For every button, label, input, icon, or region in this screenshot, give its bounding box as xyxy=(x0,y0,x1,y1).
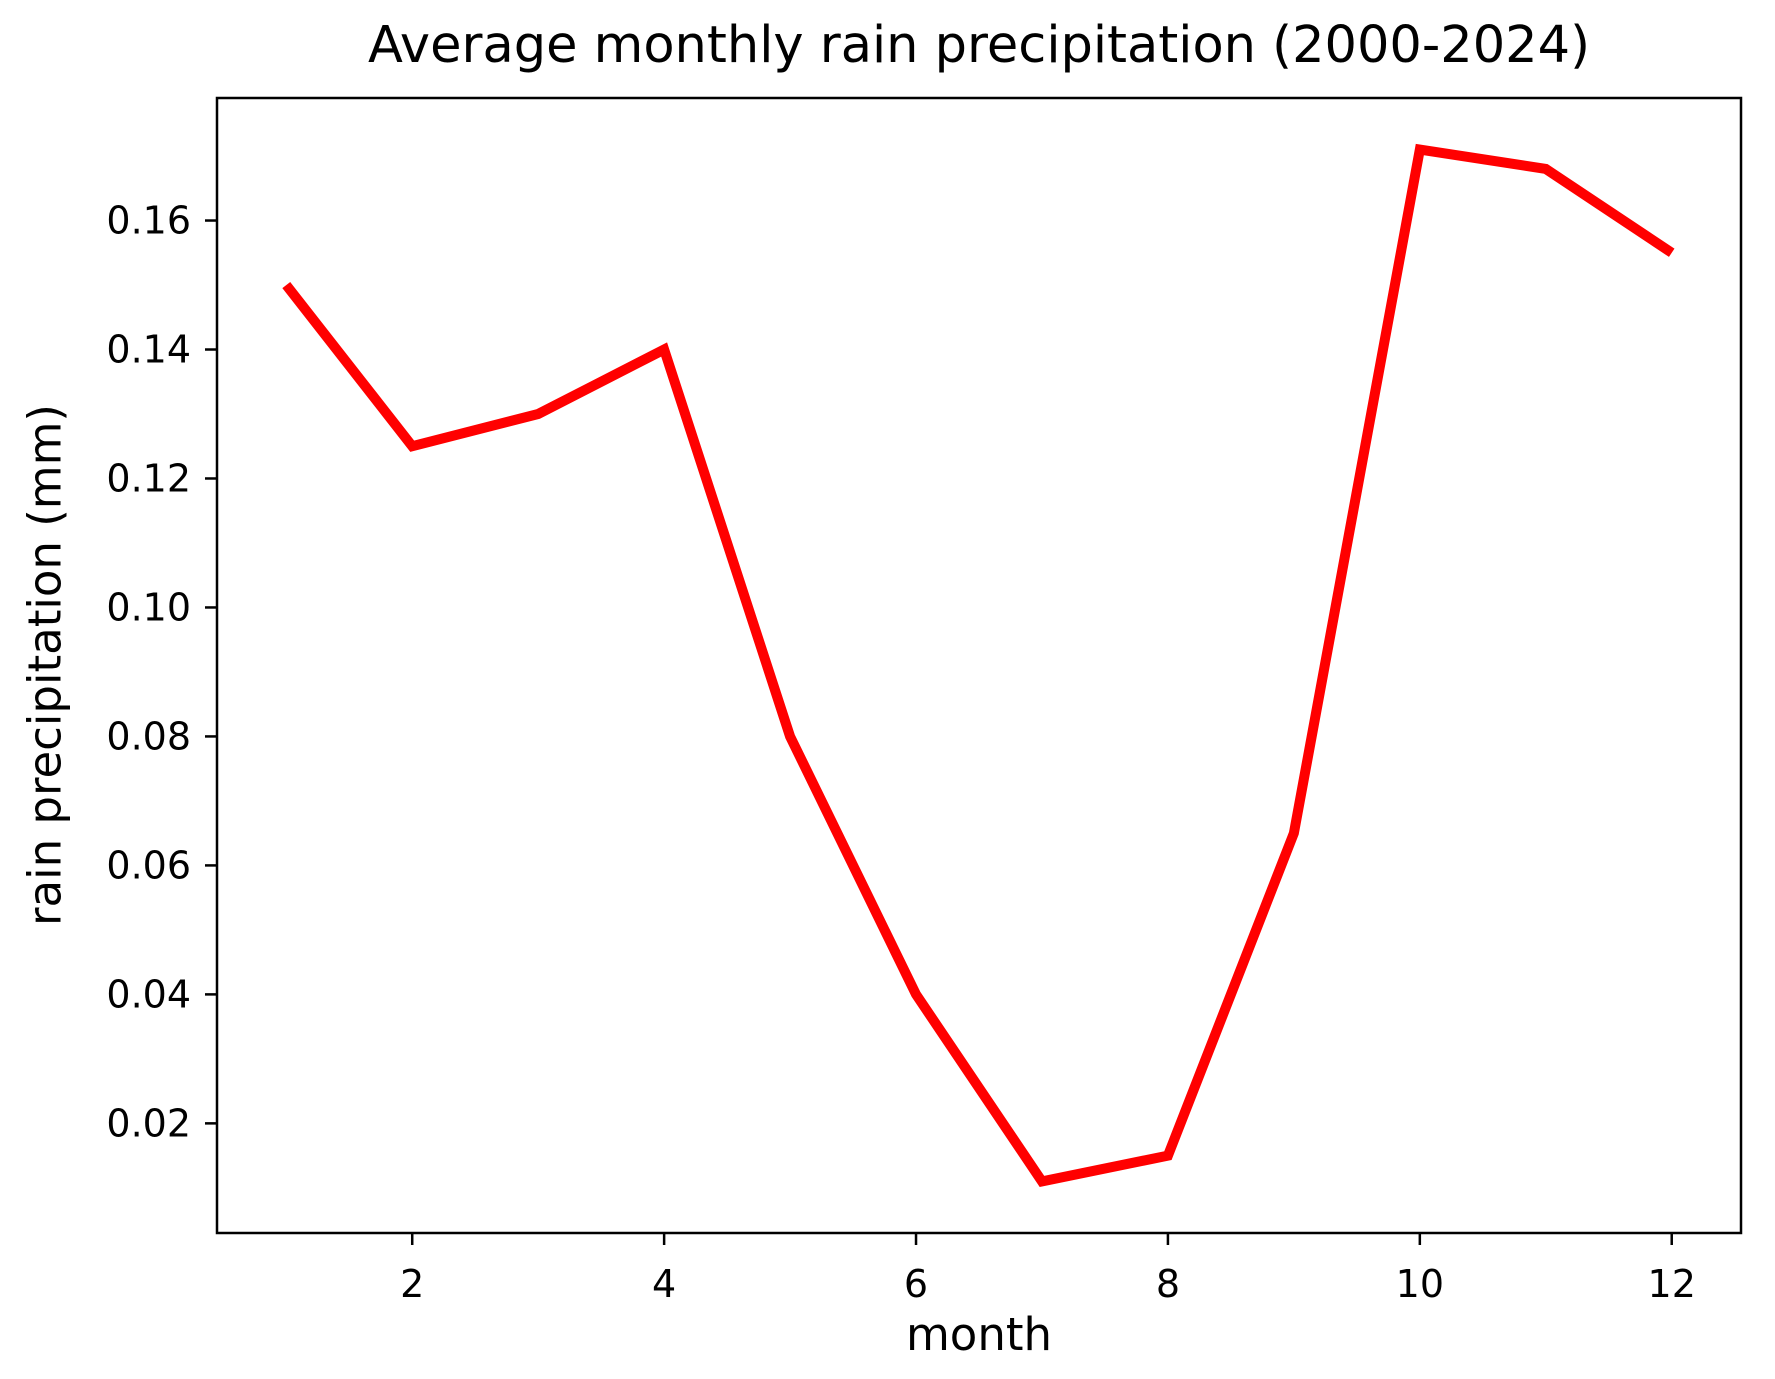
y-tick-label: 0.04 xyxy=(106,972,191,1016)
x-axis-label: month xyxy=(905,1308,1053,1361)
x-tick-label: 10 xyxy=(1396,1262,1444,1306)
x-tick-label: 8 xyxy=(1156,1262,1180,1306)
y-tick-label: 0.14 xyxy=(106,328,191,372)
x-tick-label: 12 xyxy=(1648,1262,1696,1306)
chart-title: Average monthly rain precipitation (2000… xyxy=(368,16,1590,75)
x-tick-label: 6 xyxy=(904,1262,928,1306)
data-line-precipitation xyxy=(282,143,1675,1187)
y-tick-label: 0.10 xyxy=(106,585,191,629)
x-tick-label: 2 xyxy=(400,1262,424,1306)
y-tick-label: 0.16 xyxy=(106,199,191,243)
y-tick-label: 0.08 xyxy=(106,714,191,758)
axes-frame xyxy=(215,96,1743,1235)
x-tick-label: 4 xyxy=(652,1262,676,1306)
y-tick-label: 0.12 xyxy=(106,456,191,500)
y-tick-label: 0.06 xyxy=(106,843,191,887)
y-tick-label: 0.02 xyxy=(106,1101,191,1145)
